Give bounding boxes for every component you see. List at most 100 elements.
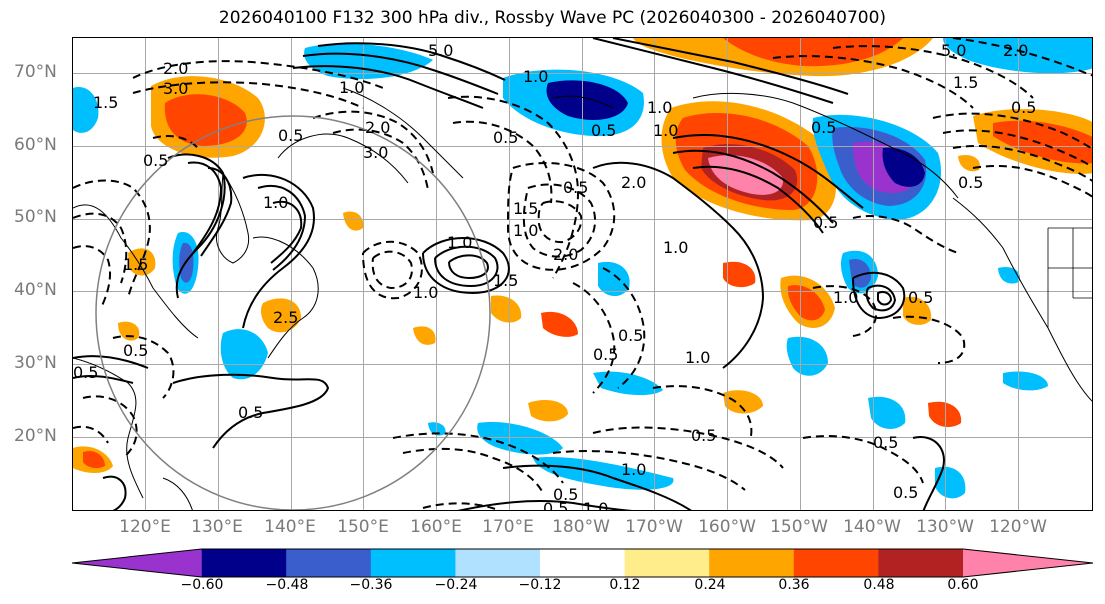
contour-label: 1.5 [493, 271, 518, 290]
map-panel: 5.0 3.0 2.0 1.5 1.0 0.5 0.5 1.0 1.5 2.0 … [72, 37, 1093, 511]
shade-east-orange-5 [928, 401, 962, 428]
colorbar-tick-label: −0.12 [518, 577, 562, 593]
lat-label-40: 40°N [14, 280, 57, 300]
contour-label: 1.0 [413, 283, 438, 302]
shade-east-blue-3 [598, 261, 630, 297]
colorbar-swatch [709, 549, 795, 577]
shade-japan-orange [260, 298, 301, 333]
contour-label: 0.5 [811, 118, 836, 137]
shade-small-orange-7 [413, 326, 436, 345]
contour-label: 1.0 [833, 288, 858, 307]
contour-label: 0.5 [543, 499, 568, 511]
contours-solid [73, 38, 945, 510]
lat-label-20: 20°N [14, 426, 57, 446]
lon-label-120w: 120°W [989, 517, 1047, 537]
contour-label: 0.5 [958, 173, 983, 192]
colorbar-tick-label: 0.36 [778, 577, 810, 593]
contour-label: 0.5 [893, 483, 918, 502]
colorbar-outline [71, 548, 1094, 578]
us-borders [1047, 227, 1092, 328]
contour-label: 2.0 [621, 173, 646, 192]
shade-nw-small-orange [118, 321, 140, 341]
contour-label: 0.5 [123, 341, 148, 360]
contour-label: 1.0 [653, 121, 678, 140]
shade-sea-jp-orange [128, 248, 156, 276]
shade-sub-orange-1 [528, 400, 568, 422]
contour-label: 0.5 [278, 126, 303, 145]
contour-label: 0.5 [73, 363, 98, 382]
contour-label: 5.0 [428, 41, 453, 60]
contour-label: 1.0 [663, 238, 688, 257]
shade-sub-blue-1 [477, 422, 563, 455]
contour-label: 0.5 [908, 288, 933, 307]
colorbar-swatch [370, 549, 456, 577]
colorbar-swatch [878, 549, 964, 577]
colorbar-tick-label: −0.60 [180, 577, 224, 593]
contour-label: 3.0 [163, 79, 188, 98]
shade-goa-navy [882, 147, 925, 187]
shade-small-orange-6 [343, 211, 364, 231]
contour-label: 3.0 [363, 143, 388, 162]
contour-label: 2.0 [1003, 41, 1028, 60]
contour-label: 1.0 [647, 98, 672, 117]
contour-label: 0.5 [553, 485, 578, 504]
lat-label-30: 30°N [14, 353, 57, 373]
lon-label-170w: 170°W [625, 517, 683, 537]
colorbar-swatch [201, 549, 287, 577]
lon-label-120e: 120°E [119, 517, 171, 537]
shade-east-blue-5 [1003, 371, 1048, 391]
colorbar-swatch [455, 549, 541, 577]
shade-bering-navy [546, 80, 628, 120]
lat-label-70: 70°N [14, 62, 57, 82]
contour-label: 1.5 [513, 199, 538, 218]
contour-label: 1.0 [339, 78, 364, 97]
contour-label: 1.0 [513, 221, 538, 240]
contour-label: 1.0 [583, 499, 608, 511]
colorbar-swatch [286, 549, 372, 577]
contour-label: 0.5 [593, 345, 618, 364]
colorbar-swatch [793, 549, 879, 577]
contour-label: 1.0 [621, 460, 646, 479]
contour-label: 0.5 [618, 326, 643, 345]
colorbar-tick-label: 0.60 [947, 577, 979, 593]
contour-label: 2.5 [273, 308, 298, 327]
shade-east-red-1-core [787, 285, 825, 321]
shade-east-orange-4 [723, 261, 756, 288]
shade-japan-blue [220, 329, 268, 380]
contour-label: 0.5 [563, 178, 588, 197]
colorbar-tick-label: −0.36 [349, 577, 393, 593]
lon-label-150e: 150°E [337, 517, 389, 537]
contour-label: 0.5 [238, 403, 263, 422]
contour-label: 0.5 [591, 121, 616, 140]
lat-label-50: 50°N [14, 207, 57, 227]
contour-label: 2.0 [553, 245, 578, 264]
rossby-circle [95, 115, 491, 510]
contour-label: 0.5 [493, 128, 518, 147]
shade-central-pink [708, 155, 784, 195]
shade-small-orange-8 [958, 154, 980, 172]
map-canvas: 5.0 3.0 2.0 1.5 1.0 0.5 0.5 1.0 1.5 2.0 … [73, 38, 1092, 511]
contour-label: 1.0 [263, 193, 288, 212]
lon-label-140w: 140°W [843, 517, 901, 537]
contour-label: 1.5 [953, 73, 978, 92]
lon-label-130e: 130°E [191, 517, 243, 537]
contour-label: 0.5 [143, 151, 168, 170]
map-title: 2026040100 F132 300 hPa div., Rossby Wav… [218, 8, 887, 28]
lon-label-150w: 150°W [770, 517, 828, 537]
colorbar-tick-label: −0.24 [434, 577, 478, 593]
contours-dashed [73, 38, 1092, 510]
contour-label: 0.5 [813, 213, 838, 232]
shade-alaska-blue [943, 38, 1092, 74]
shade-sub-orange-3 [491, 295, 522, 323]
colorbar-tick-label: 0.12 [609, 577, 641, 593]
lat-label-60: 60°N [14, 135, 57, 155]
shade-sub-red-1 [541, 311, 578, 337]
colorbar-tick-label: 0.48 [863, 577, 895, 593]
contour-label-layer: 5.0 3.0 2.0 1.5 1.0 0.5 0.5 1.0 1.5 2.0 … [73, 41, 1036, 511]
shade-sub-orange-2 [723, 390, 763, 414]
shade-hawaii-royal [849, 258, 871, 288]
contour-label: 0.5 [691, 426, 716, 445]
colorbar-swatch [963, 549, 1093, 577]
shade-sw-red [83, 450, 105, 469]
shade-ne-red-core [993, 120, 1092, 164]
